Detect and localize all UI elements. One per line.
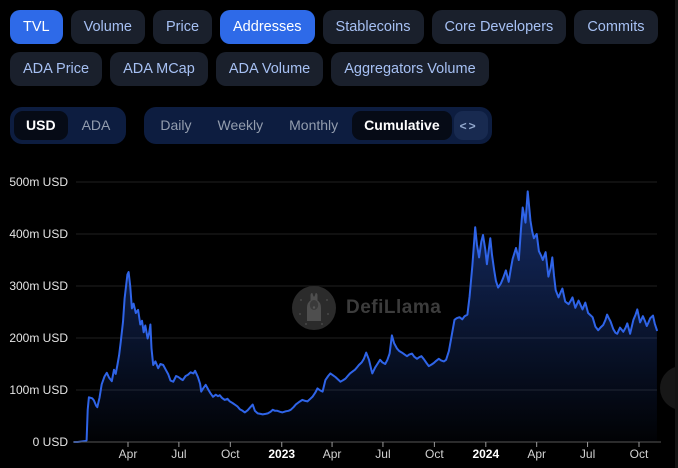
- metric-tabs-row-2: ADA Price ADA MCap ADA Volume Aggregators V…: [0, 52, 678, 86]
- period-toggle: Daily Weekly Monthly Cumulative <>: [144, 107, 492, 144]
- tab-ada-price[interactable]: ADA Price: [10, 52, 103, 86]
- chart-controls: USD ADA Daily Weekly Monthly Cumulative <>: [10, 107, 678, 144]
- tab-commits[interactable]: Commits: [574, 10, 658, 44]
- currency-toggle: USD ADA: [10, 107, 127, 144]
- toggle-daily[interactable]: Daily: [148, 111, 203, 140]
- y-axis-label: 0 USD: [32, 435, 68, 449]
- tab-tvl[interactable]: TVL: [10, 10, 63, 44]
- tab-price[interactable]: Price: [152, 10, 213, 44]
- x-axis-label: 2024: [472, 447, 500, 461]
- tab-ada-volume[interactable]: ADA Volume: [215, 52, 324, 86]
- tvl-area-chart[interactable]: [0, 155, 678, 468]
- toggle-ada[interactable]: ADA: [70, 111, 123, 140]
- chart-area-fill: [74, 191, 657, 442]
- x-axis-label: Jul: [375, 447, 391, 461]
- x-axis-label: 2023: [268, 447, 296, 461]
- tab-volume[interactable]: Volume: [70, 10, 145, 44]
- chart-area: 500m USD 400m USD 300m USD 200m USD 100m USD…: [0, 155, 678, 468]
- tab-core-developers[interactable]: Core Developers: [431, 10, 567, 44]
- watermark-text: DefiLlama: [346, 297, 442, 318]
- tab-stablecoins[interactable]: Stablecoins: [322, 10, 424, 44]
- tab-aggregators-volume[interactable]: Aggregators Volume: [331, 52, 489, 86]
- toggle-cumulative[interactable]: Cumulative: [352, 111, 452, 140]
- x-axis-label: Oct: [425, 447, 444, 461]
- metric-tabs-row-1: TVL Volume Price Addresses Stablecoins Core D…: [0, 0, 678, 44]
- scrollbar[interactable]: [675, 0, 678, 468]
- y-axis-label: 500m USD: [9, 175, 68, 189]
- defillama-logo-icon: [292, 286, 336, 330]
- defillama-watermark: DefiLlama: [292, 286, 441, 330]
- x-axis-label: Apr: [527, 447, 547, 461]
- y-axis-label: 400m USD: [9, 227, 68, 241]
- chart-line: [73, 190, 658, 443]
- tab-addresses[interactable]: Addresses: [220, 10, 315, 44]
- x-axis-label: Apr: [118, 447, 138, 461]
- floating-button-partial[interactable]: [660, 366, 678, 410]
- y-axis-label: 200m USD: [9, 331, 68, 345]
- x-axis-label: Oct: [220, 447, 240, 461]
- y-axis-label: 100m USD: [9, 383, 68, 397]
- x-axis-label: Apr: [322, 447, 342, 461]
- toggle-weekly[interactable]: Weekly: [205, 111, 275, 140]
- tab-ada-mcap[interactable]: ADA MCap: [110, 52, 208, 86]
- x-axis-ticks: [127, 442, 640, 447]
- toggle-monthly[interactable]: Monthly: [277, 111, 350, 140]
- toggle-usd[interactable]: USD: [14, 111, 68, 140]
- y-axis-label: 300m USD: [9, 279, 68, 293]
- x-axis-label: Jul: [579, 447, 596, 461]
- x-axis-label: Oct: [629, 447, 649, 461]
- x-axis-label: Jul: [171, 447, 187, 461]
- embed-code-button[interactable]: <>: [453, 111, 488, 140]
